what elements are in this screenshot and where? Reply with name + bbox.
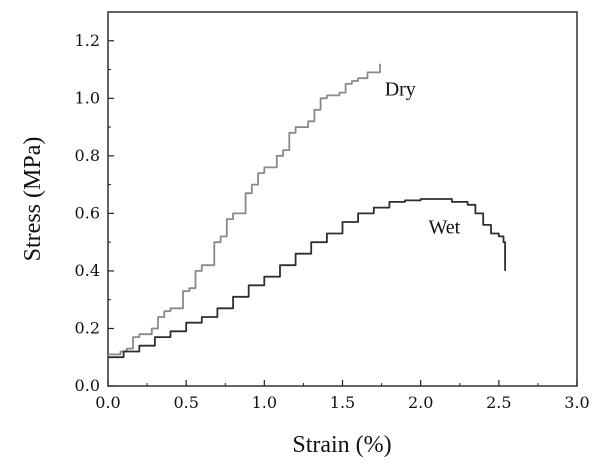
- series-group: [108, 63, 506, 359]
- series-label-dry: Dry: [385, 78, 416, 100]
- x-tick-label: 2.5: [486, 393, 511, 412]
- x-tick-label: 1.5: [330, 393, 355, 412]
- x-axis-ticks: 0.0 0.5 1.0 1.5 2.0 2.5 3.0: [95, 380, 590, 412]
- x-tick-label: 1.0: [252, 393, 277, 412]
- x-tick-label: 3.0: [564, 393, 589, 412]
- x-tick-label: 2.0: [408, 393, 433, 412]
- y-tick-label: 1.0: [75, 88, 100, 107]
- annotation-group: Dry Wet: [385, 78, 461, 238]
- series-line-dry: [108, 63, 381, 356]
- y-tick-label: 0.6: [75, 203, 100, 222]
- series-label-wet: Wet: [428, 217, 460, 239]
- x-tick-label: 0.5: [173, 393, 198, 412]
- y-axis-title: Stress (MPa): [20, 137, 46, 262]
- y-tick-label: 1.2: [75, 31, 100, 50]
- y-tick-label: 0.4: [75, 261, 100, 280]
- x-axis-title: Strain (%): [292, 432, 391, 458]
- y-tick-label: 0.0: [75, 376, 100, 395]
- y-axis-ticks: 0.0 0.2 0.4 0.6 0.8 1.0 1.2: [75, 11, 114, 395]
- y-tick-label: 0.8: [75, 146, 100, 165]
- x-tick-label: 0.0: [95, 393, 120, 412]
- y-tick-label: 0.2: [75, 318, 100, 337]
- series-line-wet: [108, 198, 506, 359]
- plot-frame: [107, 11, 578, 387]
